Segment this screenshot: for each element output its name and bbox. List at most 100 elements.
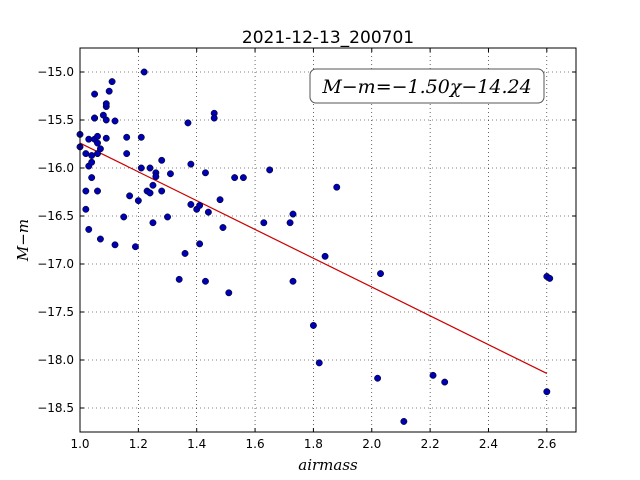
data-point [225,289,233,297]
data-point [91,90,99,98]
data-point [131,243,139,251]
data-point [82,205,90,213]
data-point [546,274,554,282]
data-point [102,134,110,142]
data-point [164,213,171,221]
x-tick-label: 1.6 [246,437,265,451]
data-point [96,145,104,153]
data-point [137,164,145,172]
data-point [152,173,160,181]
data-point [309,321,317,329]
data-point [216,196,224,204]
data-point [441,378,449,386]
x-tick-label: 1.2 [129,437,148,451]
y-tick-label: −15.5 [37,113,74,127]
x-axis-label: airmass [298,456,358,474]
data-point [85,135,93,143]
fit-line-group [79,142,548,374]
data-point [543,388,551,396]
fit-line [79,142,548,374]
data-point [120,213,128,221]
x-tick-label: 2.6 [537,437,556,451]
data-point [377,270,384,278]
y-tick-label: −17.0 [37,257,74,271]
data-point [158,156,166,164]
data-point [266,166,274,174]
data-point [166,170,174,178]
data-point [202,277,209,285]
data-point [88,174,96,182]
data-point [429,371,437,379]
x-tick-label: 1.0 [70,437,89,451]
y-tick-label: −16.5 [37,209,74,223]
data-point [102,100,110,108]
y-tick-label: −17.5 [37,305,74,319]
data-point [374,374,382,382]
y-tick-label: −18.5 [37,401,74,415]
chart-title: 2021-12-13_200701 [242,28,414,48]
data-point [88,158,96,166]
data-point [181,249,189,257]
data-point [286,219,294,227]
data-point [289,210,297,218]
data-point [219,224,227,231]
data-point [82,187,90,195]
data-points [76,68,554,425]
x-tick-label: 2.0 [362,437,381,451]
data-point [146,189,154,197]
y-tick-label: −18.0 [37,353,74,367]
data-point [94,139,101,147]
y-axis-label: M−m [14,219,32,262]
data-point [123,150,131,158]
data-point [149,219,157,227]
y-tick-label: −16.0 [37,161,74,175]
x-tick-label: 1.4 [187,437,206,451]
data-point [146,164,154,172]
plot-area-frame [79,47,577,433]
data-point [134,197,142,205]
data-point [137,133,145,141]
data-point [102,116,110,124]
data-point [187,160,195,168]
data-point [231,174,239,182]
data-point [239,174,247,182]
data-point [94,187,101,195]
fit-equation: M−m=−1.50χ−14.24 [321,76,531,98]
data-point [321,252,329,260]
data-point [108,78,116,86]
data-point [260,219,268,227]
x-tick-label: 2.4 [479,437,498,451]
data-point [149,181,157,189]
data-point [111,241,119,249]
data-point [210,114,218,122]
data-point [158,187,166,195]
x-tick-label: 1.8 [304,437,323,451]
grid-lines [79,48,576,432]
data-point [204,208,212,216]
data-point [315,359,323,367]
data-point [126,192,134,200]
data-point [196,240,204,248]
data-point [96,235,104,243]
y-axis-ticks: −15.0 −15.5 −16.0 −16.5 −17.0 −17.5 −18.0 −18.5 [37,65,576,415]
data-point [94,132,101,140]
x-axis-ticks: 1.0 1.2 1.4 1.6 1.8 2.0 2.2 2.4 2.6 [70,48,556,451]
data-point [289,277,297,285]
data-point [140,68,148,76]
data-point [123,133,131,141]
data-point [105,87,113,95]
data-point [184,119,192,127]
fit-equation-box: M−m=−1.50χ−14.24 [309,68,545,104]
data-point [196,201,204,209]
annotation-box [309,68,545,104]
data-point [400,417,408,425]
data-point [187,201,195,208]
data-point [88,152,96,159]
y-tick-label: −15.0 [37,65,74,79]
x-tick-label: 2.2 [421,437,440,451]
data-point [85,225,93,233]
data-point [91,114,99,122]
data-point [333,183,341,191]
data-point [175,275,183,283]
